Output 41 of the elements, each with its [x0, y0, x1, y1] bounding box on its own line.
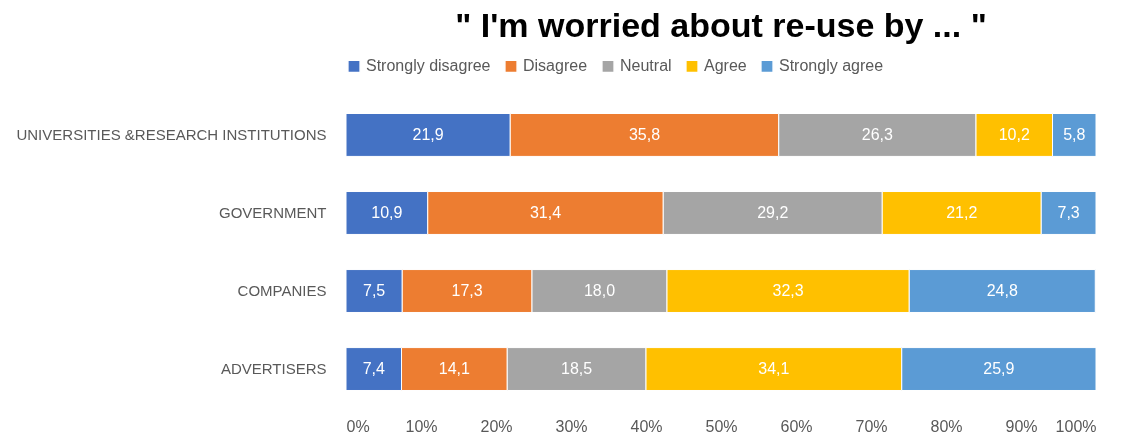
legend-label: Agree — [704, 57, 747, 75]
data-label: 26,3 — [861, 125, 894, 143]
data-label: 7,5 — [363, 282, 386, 300]
y-tick-label: COMPANIES — [237, 282, 327, 300]
x-tick-label: 0% — [346, 417, 370, 435]
y-tick-label: ADVERTISERS — [220, 360, 327, 378]
data-label: 29,2 — [757, 203, 789, 221]
x-tick-label: 30% — [555, 417, 588, 435]
data-label: 24,8 — [986, 282, 1018, 300]
data-label: 17,3 — [451, 282, 483, 300]
data-label: 7,3 — [1057, 203, 1080, 221]
data-label: 14,1 — [438, 360, 471, 378]
x-tick-label: 40% — [630, 417, 663, 435]
legend-label: Disagree — [523, 57, 588, 75]
legend-label: Strongly agree — [779, 57, 884, 75]
chart-title: " I'm worried about re-use by ... " — [455, 6, 987, 44]
x-tick-label: 100% — [1055, 417, 1097, 435]
x-tick-label: 80% — [930, 417, 963, 435]
data-label: 10,2 — [998, 125, 1030, 143]
data-label: 5,8 — [1063, 125, 1086, 143]
y-tick-label: GOVERNMENT — [218, 203, 327, 221]
data-label: 25,9 — [983, 360, 1015, 378]
x-tick-label: 90% — [1005, 417, 1038, 435]
data-label: 34,1 — [758, 360, 790, 378]
data-label: 35,8 — [628, 125, 661, 143]
data-label: 21,9 — [412, 125, 444, 143]
x-tick-label: 10% — [405, 417, 438, 435]
legend-label: Strongly disagree — [366, 57, 491, 75]
x-tick-label: 20% — [480, 417, 513, 435]
x-tick-label: 60% — [780, 417, 813, 435]
y-tick-label: UNIVERSITIES &RESEARCH INSTITUTIONS — [16, 125, 327, 143]
data-label: 32,3 — [772, 282, 804, 300]
x-tick-label: 70% — [855, 417, 888, 435]
data-label: 31,4 — [529, 203, 562, 221]
data-label: 7,4 — [362, 360, 385, 378]
legend-label: Neutral — [620, 57, 672, 75]
data-label: 10,9 — [371, 203, 403, 221]
data-label: 18,0 — [583, 282, 616, 300]
x-tick-label: 50% — [705, 417, 738, 435]
data-label: 18,5 — [561, 360, 593, 378]
data-label: 21,2 — [946, 203, 978, 221]
